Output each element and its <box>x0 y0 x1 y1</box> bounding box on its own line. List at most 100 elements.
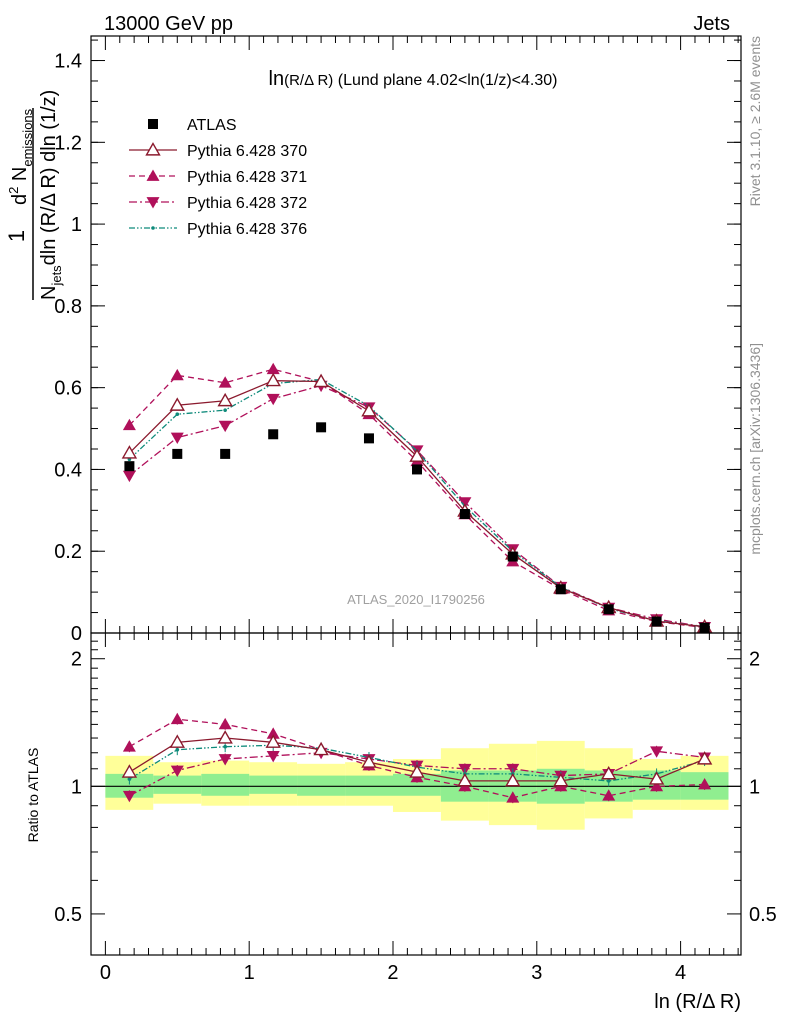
ratio-series-1-point <box>169 734 185 748</box>
main-series-0-point <box>555 584 566 595</box>
main-series-3-point <box>218 420 232 433</box>
ratio-series-2-point <box>698 777 712 790</box>
main-series-0-point <box>363 433 374 444</box>
ylabel-numerator: d2 Nemissions <box>6 108 35 205</box>
main-series-4-line <box>128 378 705 628</box>
main-series-0-point <box>412 464 423 475</box>
ratio-series-4-point <box>606 779 611 783</box>
ratio-series-3-point <box>650 746 664 758</box>
main-series-2-point <box>266 362 280 375</box>
main-series-0-point <box>124 461 135 472</box>
ylabel-one: 1 <box>4 230 29 242</box>
main-series-0-point <box>220 448 231 459</box>
ylabel-dln: dln (R/Δ R) dln (1/z) <box>38 90 60 266</box>
rivet-side-label: Rivet 3.1.10, ≥ 2.6M events <box>747 36 763 206</box>
ratio-series-1-point <box>409 764 425 778</box>
main-series-0-point <box>172 448 183 459</box>
ratio-series-3-point <box>218 754 232 766</box>
y-tick-label: 0.6 <box>54 378 82 400</box>
ratio-y-tick-label: 0.5 <box>54 904 82 926</box>
main-y-ticks: 0 0.2 0.4 0.6 0.8 1 1.2 1.4 <box>54 39 741 645</box>
ratio-y-tick-label-right: 1 <box>749 776 760 798</box>
main-series-1-point <box>313 373 329 388</box>
legend-label: Pythia 6.428 376 <box>187 221 307 238</box>
main-series-0-point <box>651 616 662 627</box>
legend-marker <box>146 197 160 209</box>
stat-uncertainty-band <box>345 775 393 796</box>
ratio-series-1-point <box>600 765 617 780</box>
ratio-series-2-point <box>602 789 616 801</box>
ratio-series-1-point <box>553 772 569 787</box>
ratio-series-2-point <box>218 717 232 730</box>
x-tick-label: 0 <box>100 962 111 984</box>
title-ln: ln <box>269 68 285 90</box>
ratio-y-tick-label-right: 2 <box>749 649 760 671</box>
main-series-1-point <box>121 445 138 459</box>
ratio-series-group <box>121 712 713 804</box>
main-series-0-point <box>507 551 518 562</box>
legend: ATLAS Pythia 6.428 370 Pythia 6.428 371 Pyt… <box>129 117 307 238</box>
main-series-0-point <box>316 422 327 433</box>
stat-uncertainty-band <box>201 773 250 796</box>
ylabel-d2: d <box>9 194 31 205</box>
header-right-label: Jets <box>693 13 730 35</box>
ratio-series-1-point <box>648 771 665 785</box>
y-tick-label: 0.4 <box>54 459 82 481</box>
legend-label: ATLAS <box>187 117 237 134</box>
legend-label: Pythia 6.428 372 <box>187 195 307 212</box>
ratio-series-2-point <box>170 712 184 725</box>
ratio-series-1-point <box>265 734 281 748</box>
legend-marker <box>148 119 158 129</box>
ratio-series-2-point <box>122 740 136 752</box>
ratio-series-1-point <box>696 751 713 765</box>
ylabel-n-sub: jets <box>49 265 64 287</box>
main-series-1-point <box>409 448 425 462</box>
ratio-series-1-point <box>313 741 329 756</box>
ratio-series-4-point <box>175 747 180 752</box>
y-tick-label: 0 <box>71 623 82 645</box>
title-rest: (Lund plane 4.02<ln(1/z)<4.30) <box>333 72 557 89</box>
ratio-series-2-point <box>506 791 520 803</box>
ratio-series-1-point <box>121 764 138 778</box>
main-series-1-line <box>128 380 705 628</box>
ratio-series-1-point <box>457 772 473 787</box>
x-tick-label: 1 <box>244 962 255 984</box>
ratio-bands <box>91 740 741 830</box>
ratio-series-3-point <box>170 765 184 777</box>
stat-uncertainty-band <box>297 775 346 796</box>
y-tick-label: 0.8 <box>54 296 82 318</box>
main-series-1-point <box>265 372 281 387</box>
main-y-axis-label: 1 Njetsdln (R/Δ R) dln (1/z) d2 Nemissio… <box>4 90 64 300</box>
title-ratio: (R/Δ R) <box>284 72 333 89</box>
mcplots-side-label: mcplots.cern.ch [arXiv:1306.3436] <box>747 343 763 555</box>
main-series-2-line <box>128 368 705 629</box>
legend-marker <box>146 169 160 181</box>
stat-uncertainty-band <box>153 775 202 794</box>
x-tick-label: 3 <box>531 962 542 984</box>
main-series-3-point <box>266 393 280 406</box>
legend-label: Pythia 6.428 370 <box>187 143 307 160</box>
main-series-4-point <box>175 412 180 417</box>
watermark-label: ATLAS_2020_I1790256 <box>347 592 485 607</box>
ratio-panel: 0.5 0.5 1 1 2 2 0 1 2 3 4 <box>54 632 777 984</box>
y-tick-label: 1 <box>71 214 82 236</box>
ratio-y-ticks: 0.5 0.5 1 1 2 2 <box>54 640 777 926</box>
main-series-0-point <box>699 622 710 633</box>
ylabel-denominator: Njetsdln (R/Δ R) dln (1/z) <box>38 90 64 300</box>
ratio-series-1-point <box>217 730 233 744</box>
x-axis-label: ln (R/Δ R) <box>654 991 741 1013</box>
main-x-ticks <box>104 36 739 633</box>
ratio-x-ticks: 0 1 2 3 4 <box>100 633 739 984</box>
main-series-3-point <box>170 432 184 445</box>
ratio-series-3-point <box>266 750 280 763</box>
y-tick-label: 1.4 <box>54 51 82 73</box>
main-series-0-point <box>268 429 279 440</box>
ratio-series-2-point <box>266 727 280 739</box>
main-series-4-point <box>223 408 227 412</box>
ylabel-d2-sup: 2 <box>6 187 21 194</box>
main-series-0-point <box>459 509 470 520</box>
ratio-y-axis-label: Ratio to ATLAS <box>25 748 41 843</box>
main-series-3-point <box>122 470 136 483</box>
legend-marker <box>151 226 155 230</box>
ratio-series-4-point <box>223 744 227 749</box>
